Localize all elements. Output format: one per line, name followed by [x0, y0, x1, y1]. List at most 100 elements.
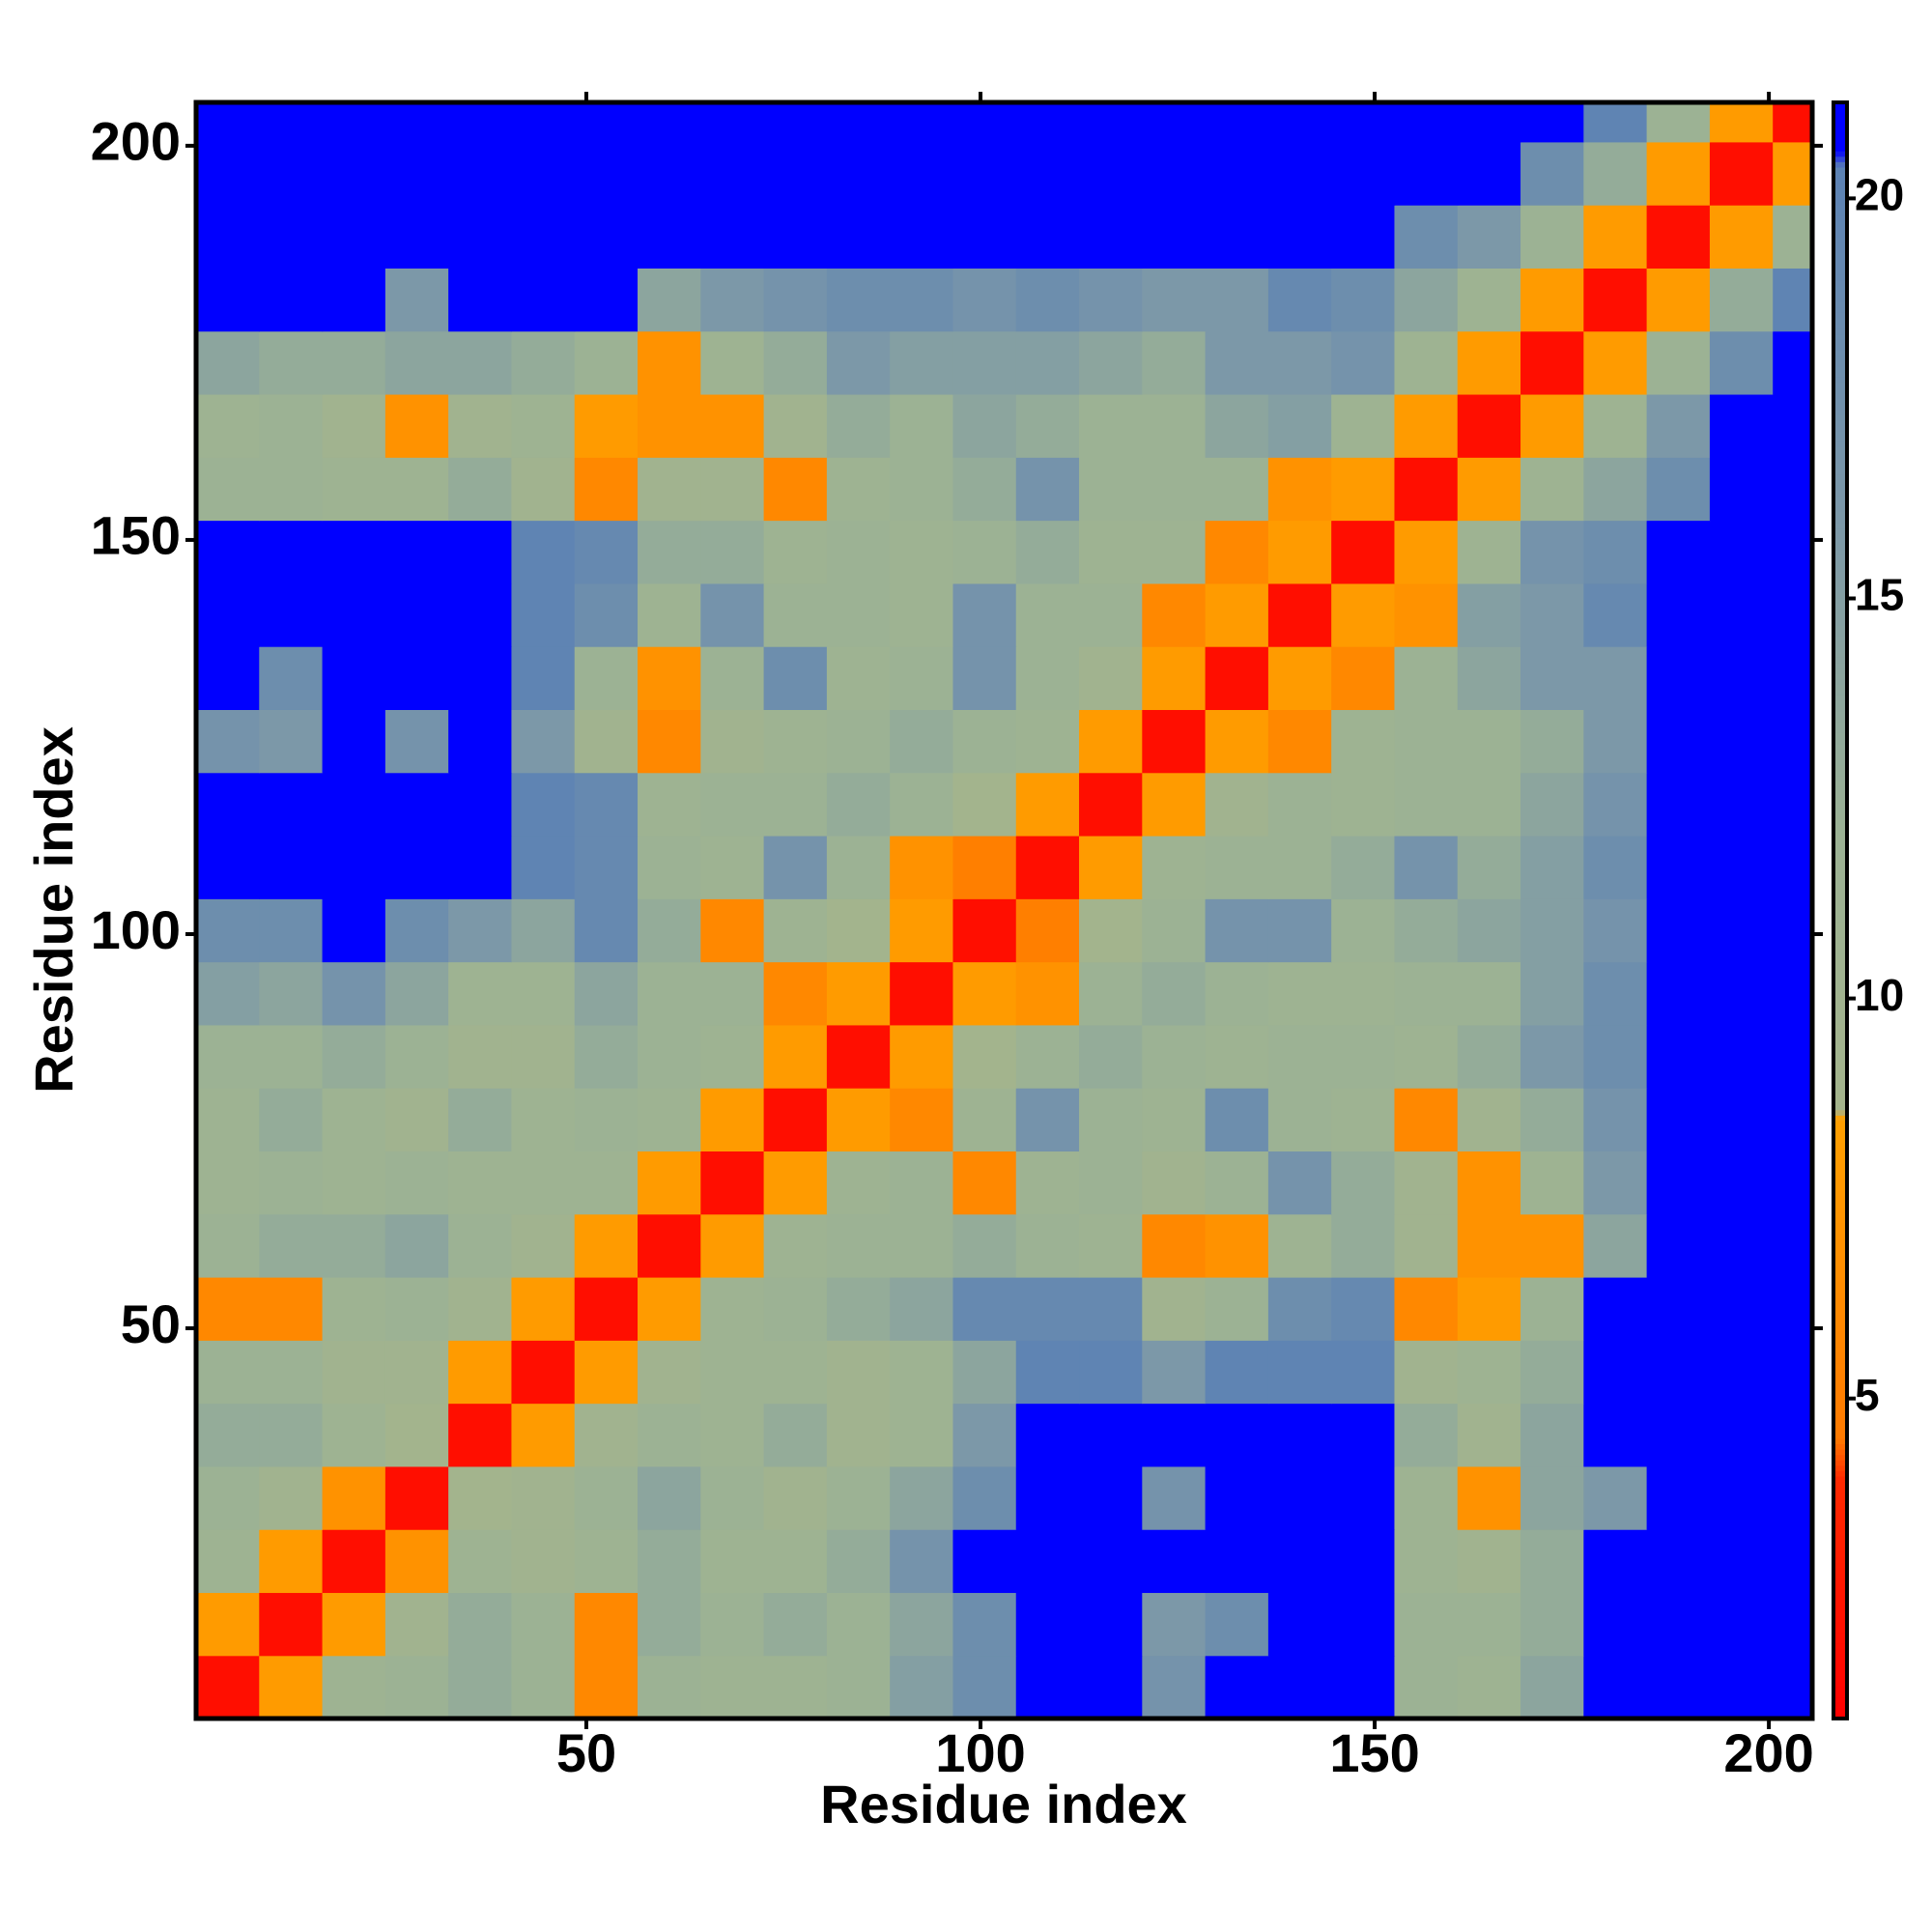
heatmap-cell [511, 1655, 576, 1719]
colorbar-step [1833, 1529, 1847, 1536]
heatmap-cell [574, 457, 639, 522]
heatmap-cell [638, 1088, 701, 1152]
colorbar-step [1833, 700, 1847, 707]
heatmap-cell [1267, 582, 1332, 647]
heatmap-cell [259, 1276, 324, 1341]
heatmap-cell [1583, 205, 1648, 269]
heatmap-cell [511, 898, 576, 963]
heatmap-cell [1583, 1340, 1648, 1405]
heatmap-cell [1520, 1465, 1584, 1530]
heatmap-cell [1331, 1529, 1396, 1594]
colorbar-step [1833, 931, 1847, 938]
heatmap-cell [448, 646, 513, 710]
heatmap-cell [1015, 1592, 1080, 1657]
colorbar-step [1833, 1567, 1847, 1574]
colorbar-step [1833, 565, 1847, 572]
colorbar-step [1833, 151, 1847, 157]
colorbar-step [1833, 231, 1847, 238]
heatmap-cell [763, 268, 828, 332]
heatmap-cell [1520, 457, 1584, 522]
heatmap-cell [1331, 520, 1396, 584]
heatmap-cell [638, 1276, 701, 1341]
colorbar-step [1833, 1519, 1847, 1525]
colorbar-step [1833, 554, 1847, 561]
colorbar-step [1833, 840, 1847, 847]
heatmap-cell [322, 1276, 386, 1341]
heatmap-cell [384, 520, 449, 584]
heatmap-cell [826, 1213, 891, 1278]
heatmap-cell [384, 1024, 449, 1089]
heatmap-cell [1520, 330, 1584, 395]
heatmap-cell [511, 520, 576, 584]
heatmap-cell [1205, 457, 1269, 522]
heatmap-cell [952, 205, 1017, 269]
heatmap-cell [1079, 268, 1143, 332]
colorbar-step [1833, 1487, 1847, 1493]
heatmap-cell [322, 1465, 386, 1530]
heatmap-cell [700, 1655, 765, 1719]
heatmap-cell [1394, 1403, 1459, 1467]
colorbar-step [1833, 1320, 1847, 1326]
colorbar-step [1833, 1217, 1847, 1224]
heatmap-cell [574, 1655, 639, 1719]
heatmap-cell [448, 1276, 513, 1341]
heatmap-cell [1457, 330, 1521, 395]
heatmap-cell [322, 1529, 386, 1594]
heatmap-cell [638, 1024, 701, 1089]
heatmap-cell [448, 898, 513, 963]
colorbar-step [1833, 145, 1847, 152]
heatmap-cell [638, 898, 701, 963]
colorbar-step [1833, 818, 1847, 825]
heatmap-cell [890, 709, 954, 774]
heatmap-cell [196, 1151, 260, 1215]
colorbar-step [1833, 1179, 1847, 1186]
heatmap-cell [1205, 1465, 1269, 1530]
heatmap-cell [890, 898, 954, 963]
colorbar-step [1833, 824, 1847, 831]
colorbar-step [1833, 242, 1847, 249]
heatmap-cell [1142, 457, 1207, 522]
colorbar-step [1833, 269, 1847, 275]
heatmap-cell [1457, 961, 1521, 1026]
heatmap-cell [196, 1088, 260, 1152]
heatmap-cell [574, 393, 639, 458]
heatmap-cell [1583, 1465, 1648, 1530]
heatmap-cell [1583, 102, 1648, 143]
heatmap-cell [1205, 393, 1269, 458]
heatmap-cell [1457, 457, 1521, 522]
colorbar-step [1833, 1007, 1847, 1013]
colorbar-step [1833, 188, 1847, 195]
colorbar-step [1833, 1573, 1847, 1579]
heatmap-cell [1205, 1024, 1269, 1089]
colorbar-step [1833, 1131, 1847, 1138]
colorbar-step [1833, 1556, 1847, 1563]
heatmap-cell [638, 709, 701, 774]
colorbar-step [1833, 1282, 1847, 1289]
colorbar-step [1833, 522, 1847, 529]
colorbar-step [1833, 1255, 1847, 1262]
colorbar-step [1833, 749, 1847, 755]
heatmap-cell [1773, 772, 1813, 837]
heatmap-cell [1773, 835, 1813, 899]
heatmap-cell [322, 268, 386, 332]
colorbar-step [1833, 1330, 1847, 1337]
heatmap-cell [1079, 772, 1143, 837]
heatmap-cell [1394, 1529, 1459, 1594]
heatmap-cell [1646, 141, 1711, 206]
heatmap-cell [1015, 582, 1080, 647]
heatmap-cell [322, 102, 386, 143]
colorbar-step [1833, 862, 1847, 868]
heatmap-cell [1267, 1088, 1332, 1152]
heatmap-cell [1709, 1529, 1774, 1594]
colorbar-step [1833, 199, 1847, 206]
heatmap-cell [1331, 330, 1396, 395]
heatmap-cell [638, 268, 701, 332]
heatmap-cell [638, 961, 701, 1026]
heatmap-cell [1457, 582, 1521, 647]
colorbar-step [1833, 517, 1847, 524]
heatmap-cell [511, 646, 576, 710]
heatmap-cell [952, 1655, 1017, 1719]
colorbar-step [1833, 420, 1847, 427]
heatmap-cell [511, 1592, 576, 1657]
colorbar-step [1833, 1125, 1847, 1132]
